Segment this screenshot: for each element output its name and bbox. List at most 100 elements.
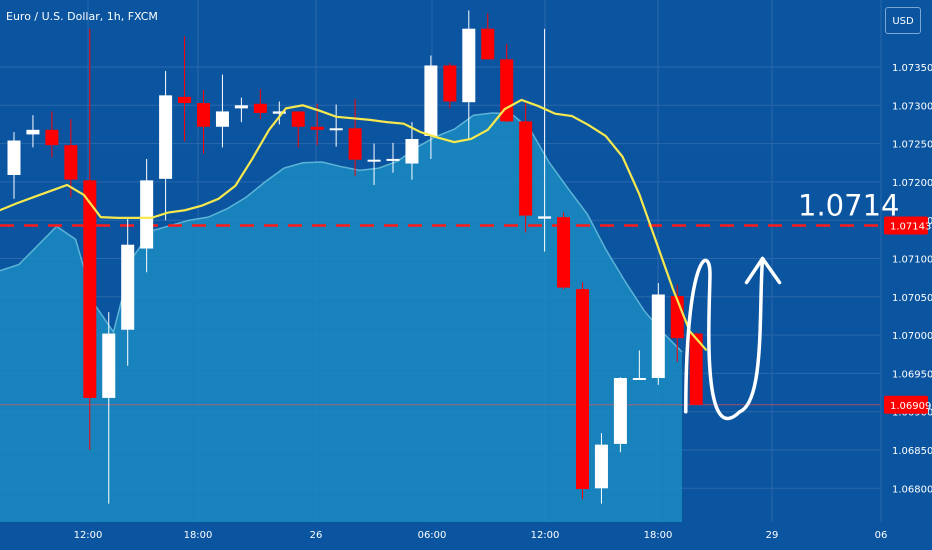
candle-body: [329, 128, 343, 131]
bear-candle: [83, 28, 97, 450]
time-tick-label: 26: [310, 530, 323, 541]
bear-candle: [178, 36, 192, 142]
candle-body: [121, 244, 135, 330]
candle-body: [159, 95, 173, 179]
candle-body: [367, 159, 381, 162]
price-tick-label: 1.07050: [892, 293, 932, 304]
bull-candle: [272, 101, 286, 125]
bear-candle: [576, 282, 589, 500]
candle-body: [576, 289, 589, 490]
candle-body: [102, 333, 116, 398]
bull-candle: [462, 10, 476, 140]
candle-body: [405, 139, 419, 164]
candle-body: [310, 126, 324, 130]
candle-body: [613, 377, 627, 444]
bull-candle: [651, 283, 665, 385]
bear-candle: [64, 119, 78, 198]
time-tick-label: 18:00: [184, 530, 213, 541]
candle-body: [594, 444, 608, 489]
candle-body: [45, 129, 59, 146]
bear-candle: [348, 99, 362, 176]
bear-candle: [557, 212, 571, 290]
moving-average-line: [0, 98, 708, 352]
candle-body: [651, 294, 665, 378]
candle-body: [26, 129, 40, 135]
price-tick-label: 1.07300: [892, 101, 932, 112]
bull-candle: [424, 55, 438, 159]
level-tag-bg: [884, 216, 928, 235]
price-tick-label: 1.06850: [892, 446, 932, 457]
candle-body: [481, 28, 495, 60]
bull-candle: [405, 122, 419, 180]
bear-candle: [689, 332, 703, 405]
bear-candle: [443, 63, 457, 109]
candle-body: [7, 140, 21, 176]
bull-candle: [234, 97, 248, 123]
price-tick-label: 1.06950: [892, 369, 932, 380]
candle-body: [291, 111, 305, 127]
currency-button[interactable]: USD: [885, 7, 921, 34]
candle-body: [519, 121, 533, 216]
price-tick-label: 1.07250: [892, 140, 932, 151]
price-tick-label: 1.07350: [892, 63, 932, 74]
time-tick-label: 06: [875, 530, 888, 541]
bear-candle: [197, 89, 210, 154]
area-line: [0, 112, 683, 353]
candle-body: [253, 103, 267, 113]
time-tick-label: 06:00: [418, 530, 447, 541]
current-tag-bg: [884, 395, 928, 414]
bull-candle: [329, 104, 343, 147]
candles: [7, 10, 703, 504]
candle-body: [64, 145, 78, 180]
price-tick-label: 1.07200: [892, 178, 932, 189]
candle-body: [538, 216, 552, 219]
candle-body: [83, 180, 97, 398]
projection-curve: [684, 256, 765, 421]
level-price-tag: 1.07143: [884, 216, 931, 235]
current-tag-text: 1.06909: [890, 401, 931, 412]
time-tick-label: 18:00: [644, 530, 673, 541]
area-overlay: [0, 112, 683, 522]
bear-candle: [481, 13, 495, 60]
bear-candle: [519, 103, 533, 233]
chart-title: Euro / U.S. Dollar, 1h, FXCM: [6, 10, 158, 23]
bull-candle: [140, 158, 154, 273]
candle-body: [234, 105, 248, 109]
bear-candle: [253, 89, 267, 120]
candle-body: [140, 180, 154, 249]
bull-candle: [367, 143, 381, 185]
time-tick-label: 12:00: [531, 530, 560, 541]
projection-arrowhead: [744, 256, 782, 285]
level-value-label: 1.0714: [798, 189, 899, 223]
price-tick-label: 1.07000: [892, 331, 932, 342]
bull-candle: [121, 217, 135, 366]
projection-arrow: 1.0714: [684, 189, 899, 421]
area-fill: [0, 112, 682, 522]
candle-body: [348, 128, 362, 160]
time-tick-label: 12:00: [74, 530, 103, 541]
bull-candle: [386, 142, 400, 173]
bull-candle: [538, 28, 552, 252]
candle-body: [215, 111, 229, 127]
candle-body: [386, 158, 400, 161]
price-tick-label: 1.07100: [892, 255, 932, 266]
axes: 1.073501.073001.072501.072001.071501.071…: [74, 63, 932, 541]
bull-candle: [102, 312, 116, 504]
candle-body: [632, 377, 646, 380]
bull-candle: [7, 132, 21, 199]
bull-candle: [632, 350, 646, 380]
bear-candle: [45, 111, 59, 158]
bull-candle: [215, 74, 229, 148]
bull-candle: [159, 70, 173, 221]
bull-candle: [613, 377, 627, 453]
bull-candle: [26, 115, 40, 148]
price-tick-label: 1.06800: [892, 484, 932, 495]
current-price-tag: 1.06909: [884, 395, 931, 414]
candle-body: [424, 65, 438, 136]
candle-body: [689, 333, 703, 405]
candle-body: [178, 96, 192, 104]
level-tag-text: 1.07143: [890, 222, 931, 233]
candle-body: [443, 65, 457, 102]
